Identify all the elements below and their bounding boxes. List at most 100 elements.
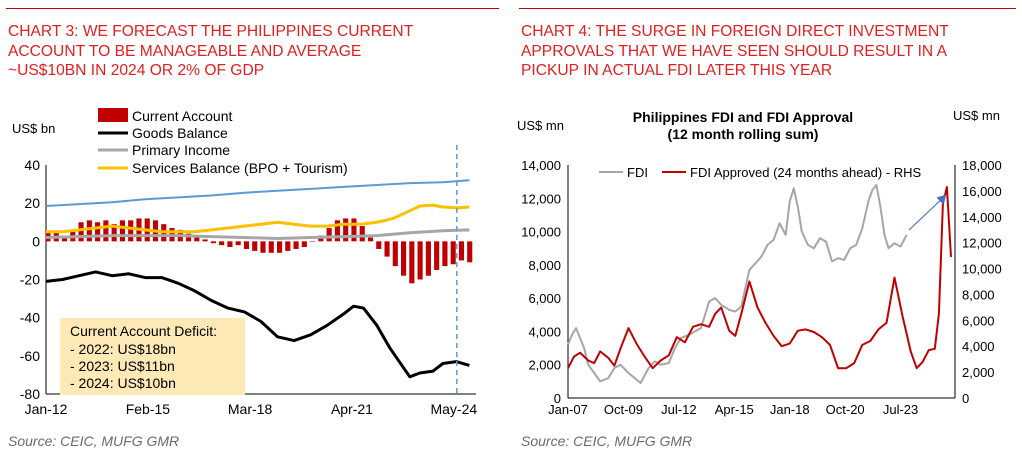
current-account-bar <box>392 241 398 267</box>
current-account-trend-line <box>45 179 470 207</box>
right-heading-line: APPROVALS THAT WE HAVE SEEN SHOULD RESUL… <box>521 42 948 60</box>
y-tick-label-right: 2,000 <box>962 365 995 380</box>
current-account-bar <box>227 241 233 248</box>
chart-title: Philippines FDI and FDI Approval <box>633 109 853 125</box>
x-tick-label: Oct-20 <box>826 402 865 417</box>
current-account-bar <box>401 241 407 276</box>
deficit-note-line: - 2024: US$10bn <box>70 375 176 391</box>
left-chart-panel: CHART 3: WE FORECAST THE PHILIPPINES CUR… <box>0 0 505 463</box>
current-account-bar <box>78 222 84 242</box>
y-axis-label: US$ bn <box>12 121 55 136</box>
x-tick-label: Apr-21 <box>331 401 373 417</box>
forecast-arrow <box>908 194 947 231</box>
y-tick-label-left: 6,000 <box>528 291 561 306</box>
current-account-bar <box>301 241 307 248</box>
legend-swatch-current-account <box>98 108 128 122</box>
current-account-bar <box>276 241 283 253</box>
y-tick-label: -60 <box>20 348 40 364</box>
x-tick-label: Jul-12 <box>661 402 696 417</box>
current-account-bar <box>367 237 374 242</box>
current-account-bar <box>119 220 125 242</box>
current-account-bar <box>351 218 357 242</box>
y-tick-label-right: 18,000 <box>962 158 1002 173</box>
current-account-bar <box>384 241 390 257</box>
services-balance-line <box>46 203 470 234</box>
y-tick-label-left: 4,000 <box>528 324 561 339</box>
y-axis-label-right: US$ mn <box>953 108 1000 123</box>
legend-label: Current Account <box>132 108 232 124</box>
fdi-line <box>567 184 908 384</box>
current-account-bar <box>293 241 299 249</box>
legend-label: FDI <box>627 165 648 180</box>
goods-balance-line <box>45 270 470 379</box>
left-chart-heading: CHART 3: WE FORECAST THE PHILIPPINES CUR… <box>8 22 501 81</box>
legend-label: FDI Approved (24 months ahead) - RHS <box>690 165 922 180</box>
x-tick-label: Jan-18 <box>770 402 810 417</box>
current-account-bar <box>434 241 440 270</box>
current-account-bar <box>111 224 117 242</box>
y-tick-label-left: 10,000 <box>521 225 561 240</box>
current-account-bar <box>268 241 274 253</box>
current-account-bar <box>260 241 266 253</box>
left-heading-line: CHART 3: WE FORECAST THE PHILIPPINES CUR… <box>8 23 414 40</box>
current-account-bar <box>409 241 415 284</box>
current-account-bar <box>210 241 216 244</box>
current-account-bar <box>128 220 134 242</box>
y-tick-label: 20 <box>24 195 40 211</box>
current-account-bar <box>326 227 332 242</box>
y-tick-label: 40 <box>24 157 40 173</box>
x-tick-label: Feb-15 <box>126 401 171 417</box>
current-account-bar <box>186 233 192 242</box>
y-tick-label-right: 10,000 <box>962 262 1002 277</box>
left-source: Source: CEIC, MUFG GMR <box>8 433 180 449</box>
right-chart-panel: CHART 4: THE SURGE IN FOREIGN DIRECT INV… <box>513 0 1022 463</box>
y-tick-label-left: 14,000 <box>521 158 561 173</box>
right-top-rule <box>519 8 1016 9</box>
current-account-bar <box>103 220 109 242</box>
x-tick-label: Apr-15 <box>715 402 754 417</box>
current-account-bar <box>95 222 101 242</box>
right-chart-heading: CHART 4: THE SURGE IN FOREIGN DIRECT INV… <box>521 22 1018 81</box>
x-tick-label: Jan-07 <box>548 402 588 417</box>
deficit-note-line: - 2022: US$18bn <box>70 341 176 357</box>
current-account-bar <box>343 218 349 242</box>
deficit-note-title: Current Account Deficit: <box>70 323 217 339</box>
current-account-bar <box>202 239 208 242</box>
left-heading-line: ~US$10BN IN 2024 OR 2% OF GDP <box>8 62 265 79</box>
right-heading-line: PICKUP IN ACTUAL FDI LATER THIS YEAR <box>521 62 833 79</box>
y-tick-label-right: 0 <box>962 391 969 406</box>
y-tick-label-right: 6,000 <box>962 313 995 328</box>
current-account-bar <box>376 241 382 249</box>
x-tick-label: Oct-09 <box>604 402 643 417</box>
current-account-bar <box>86 220 92 242</box>
y-axis-label-left: US$ mn <box>517 118 564 133</box>
right-heading-line: CHART 4: THE SURGE IN FOREIGN DIRECT INV… <box>521 23 949 40</box>
y-tick-label-left: 0 <box>554 391 561 406</box>
y-tick-label: 0 <box>32 233 40 249</box>
y-tick-label: -80 <box>20 386 40 402</box>
deficit-note-line: - 2023: US$11bn <box>70 358 175 374</box>
current-account-bar <box>425 241 431 276</box>
current-account-bar <box>334 220 340 242</box>
left-heading-line: ACCOUNT TO BE MANAGEABLE AND AVERAGE <box>8 42 362 60</box>
current-account-bar <box>194 235 200 242</box>
primary-income-line <box>45 228 470 240</box>
current-account-bar <box>219 241 225 246</box>
current-account-bar <box>417 241 423 280</box>
x-tick-label: Mar-18 <box>228 401 273 417</box>
y-tick-label-left: 2,000 <box>528 358 561 373</box>
y-tick-label: -20 <box>20 272 40 288</box>
y-tick-label-left: 8,000 <box>528 258 561 273</box>
legend-label: Services Balance (BPO + Tourism) <box>132 160 348 176</box>
fdi-chart: Philippines FDI and FDI Approval(12 mont… <box>517 108 1002 417</box>
y-tick-label-right: 8,000 <box>962 287 995 302</box>
x-tick-label: Jan-12 <box>25 401 68 417</box>
fdi-approved-line <box>567 186 952 370</box>
current-account-bar <box>285 241 291 251</box>
legend-label: Goods Balance <box>132 125 228 141</box>
x-tick-label: May-24 <box>430 401 477 417</box>
y-tick-label: -40 <box>20 310 40 326</box>
right-source: Source: CEIC, MUFG GMR <box>521 433 693 449</box>
y-tick-label-right: 14,000 <box>962 210 1002 225</box>
